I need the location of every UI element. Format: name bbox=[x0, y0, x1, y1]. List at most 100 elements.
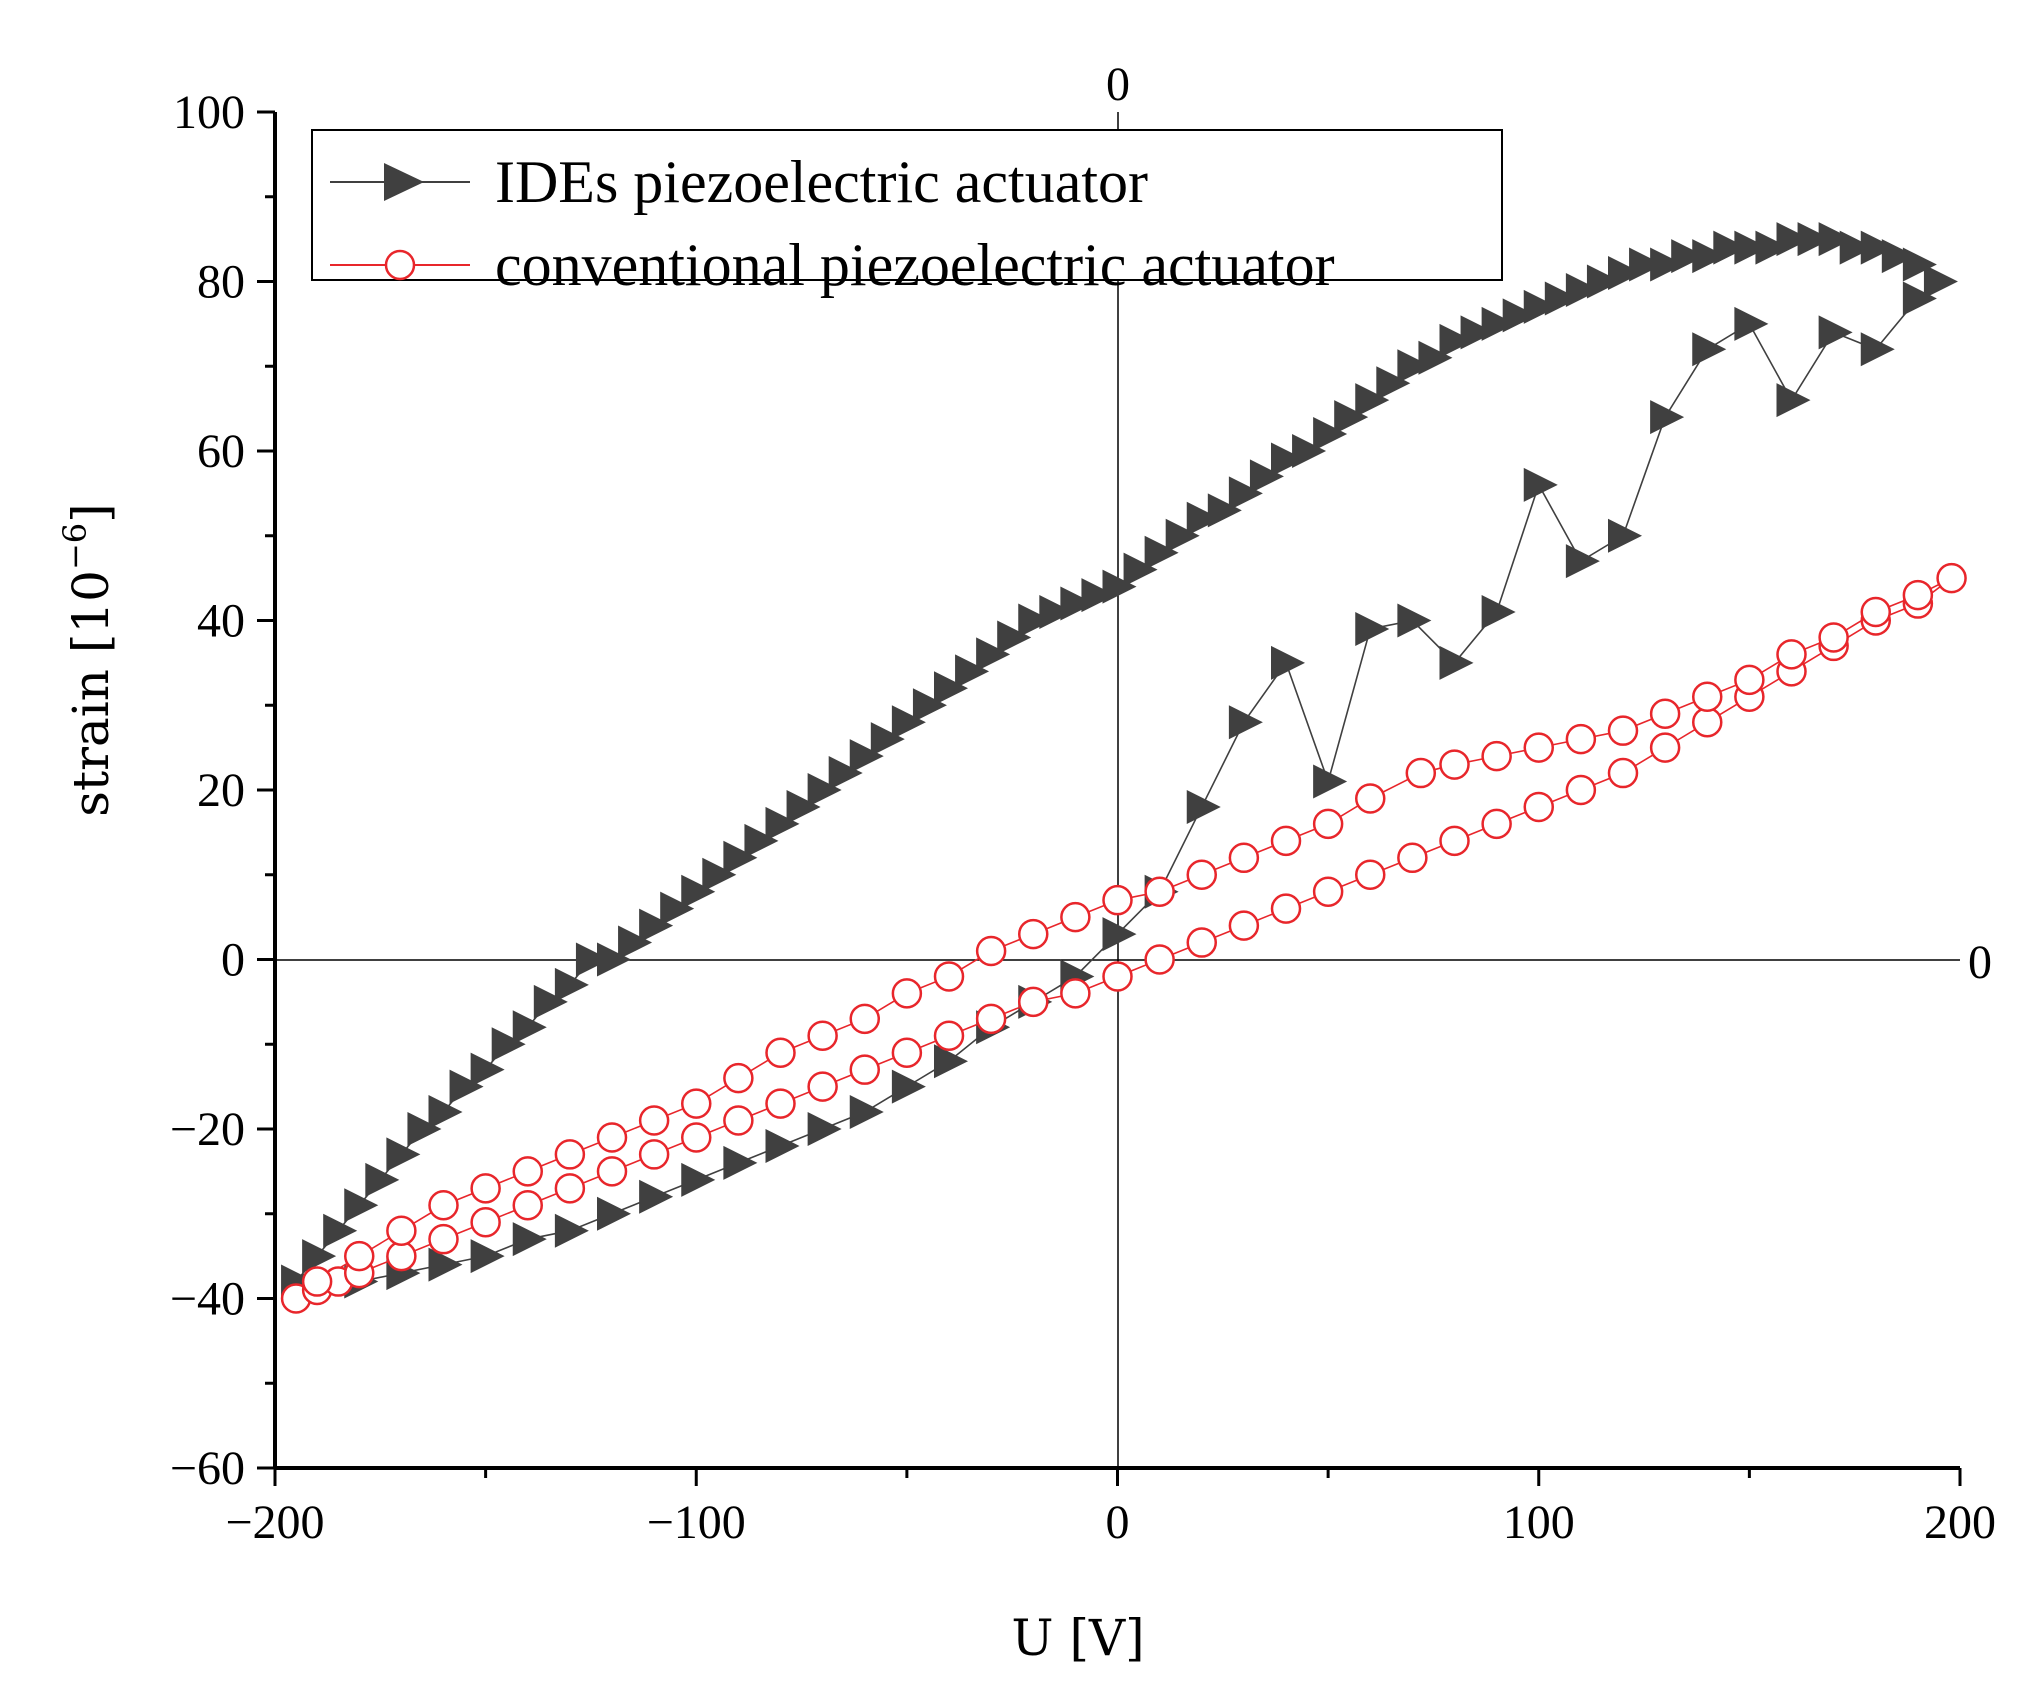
x-tick-label: −100 bbox=[647, 1496, 746, 1549]
ides-point bbox=[997, 620, 1032, 655]
ides-point bbox=[470, 1239, 505, 1274]
conventional-point bbox=[1270, 893, 1302, 924]
ides-point bbox=[681, 874, 716, 909]
ides-point bbox=[1334, 400, 1369, 435]
ides-point bbox=[449, 1069, 484, 1104]
ides-point bbox=[1397, 349, 1432, 384]
conventional-point bbox=[1523, 732, 1554, 763]
ides-point bbox=[512, 1222, 547, 1257]
conventional-point bbox=[386, 1215, 417, 1246]
conventional-point bbox=[975, 1003, 1007, 1035]
x-tick-label: −200 bbox=[225, 1496, 324, 1549]
conventional-point bbox=[1607, 715, 1639, 746]
ides-point bbox=[1650, 400, 1685, 435]
y-tick-label: −60 bbox=[170, 1442, 245, 1495]
conventional-point bbox=[849, 1054, 880, 1085]
conventional-point bbox=[428, 1223, 459, 1255]
ides-point bbox=[512, 1010, 547, 1045]
conventional-point bbox=[554, 1139, 586, 1170]
ides-point bbox=[323, 1213, 358, 1248]
y-axis-title-exponent: −6 bbox=[56, 523, 94, 570]
ides-point bbox=[639, 1179, 674, 1214]
ides-point bbox=[1186, 789, 1221, 824]
ides-point bbox=[849, 739, 884, 774]
ides-point bbox=[1713, 230, 1748, 265]
x-tick-label: 200 bbox=[1924, 1496, 1996, 1549]
ides-point bbox=[1502, 298, 1537, 333]
ides-point bbox=[428, 1095, 463, 1130]
conventional-point bbox=[1439, 825, 1470, 857]
ides-point bbox=[1123, 552, 1158, 587]
conventional-point bbox=[1607, 757, 1639, 789]
ides-point bbox=[365, 1162, 400, 1197]
ides-point bbox=[891, 705, 926, 740]
ides-point bbox=[1460, 315, 1495, 350]
ides-point bbox=[1292, 434, 1327, 468]
ides-point bbox=[1650, 247, 1685, 282]
ides-point bbox=[618, 925, 653, 960]
x-tick-label: 0 bbox=[1106, 1496, 1130, 1549]
y-axis-title-text: strain [10−6] bbox=[56, 503, 120, 816]
ides-point bbox=[407, 1112, 442, 1146]
ides-point bbox=[1608, 518, 1642, 553]
ides-point bbox=[934, 671, 968, 706]
conventional-point bbox=[807, 1071, 838, 1102]
ides-point bbox=[934, 1044, 968, 1079]
ides-point bbox=[1902, 281, 1937, 316]
conventional-point bbox=[891, 1037, 923, 1068]
ides-point bbox=[1228, 705, 1263, 740]
conventional-point bbox=[1439, 749, 1470, 780]
legend: IDEs piezoelectric actuator conventional… bbox=[311, 129, 1503, 298]
ides-point bbox=[1313, 417, 1348, 452]
conventional-point bbox=[681, 1088, 712, 1119]
ides-point bbox=[1355, 383, 1390, 418]
ides-point bbox=[597, 942, 631, 977]
ides-point bbox=[1671, 239, 1706, 274]
conventional-point bbox=[1228, 910, 1260, 941]
ides-point bbox=[1102, 917, 1137, 952]
ides-point bbox=[1523, 289, 1558, 324]
y-tick-label: 20 bbox=[197, 764, 245, 817]
conventional-point bbox=[1860, 596, 1891, 628]
conventional-point bbox=[891, 978, 923, 1009]
ides-point bbox=[554, 1213, 589, 1248]
ides-point bbox=[1523, 467, 1558, 502]
series-layer bbox=[280, 222, 1967, 1314]
y-tick-label: 60 bbox=[197, 425, 245, 478]
conventional-point bbox=[1649, 698, 1681, 729]
ides-point bbox=[1629, 247, 1664, 282]
conventional-point bbox=[344, 1240, 375, 1272]
legend-marker-triangle-icon bbox=[384, 163, 424, 201]
ides-point bbox=[1839, 230, 1874, 265]
conventional-point bbox=[1312, 876, 1344, 907]
conventional-point bbox=[1523, 791, 1554, 823]
conventional-point bbox=[428, 1190, 459, 1221]
ides-point bbox=[786, 789, 821, 824]
ides-point bbox=[1376, 366, 1411, 401]
conventional-point bbox=[681, 1122, 712, 1153]
ides-point bbox=[976, 637, 1011, 672]
conventional-point bbox=[1565, 774, 1597, 806]
conventional-point bbox=[1734, 664, 1765, 696]
conventional-point bbox=[1818, 622, 1849, 653]
ides-point bbox=[807, 1112, 842, 1146]
ides-point bbox=[1902, 247, 1937, 282]
conventional-point bbox=[638, 1139, 670, 1170]
zero-line-label-right: 0 bbox=[1968, 936, 1992, 989]
ides-point bbox=[1439, 645, 1474, 680]
ides-point bbox=[1418, 340, 1453, 375]
ides-point bbox=[1586, 264, 1621, 299]
ides-point bbox=[765, 806, 800, 841]
conventional-point bbox=[1060, 901, 1091, 933]
conventional-point bbox=[470, 1206, 501, 1238]
ides-point bbox=[344, 1188, 379, 1223]
conventional-point bbox=[765, 1037, 796, 1068]
ides-point bbox=[1165, 518, 1200, 553]
y-tick-label: −40 bbox=[170, 1273, 245, 1326]
ides-point bbox=[470, 1052, 505, 1087]
ides-point bbox=[1755, 230, 1790, 265]
legend-marker-circle-icon bbox=[384, 249, 416, 281]
ides-point bbox=[1818, 222, 1853, 257]
conventional-point bbox=[386, 1240, 417, 1272]
ides-point bbox=[1776, 222, 1811, 257]
